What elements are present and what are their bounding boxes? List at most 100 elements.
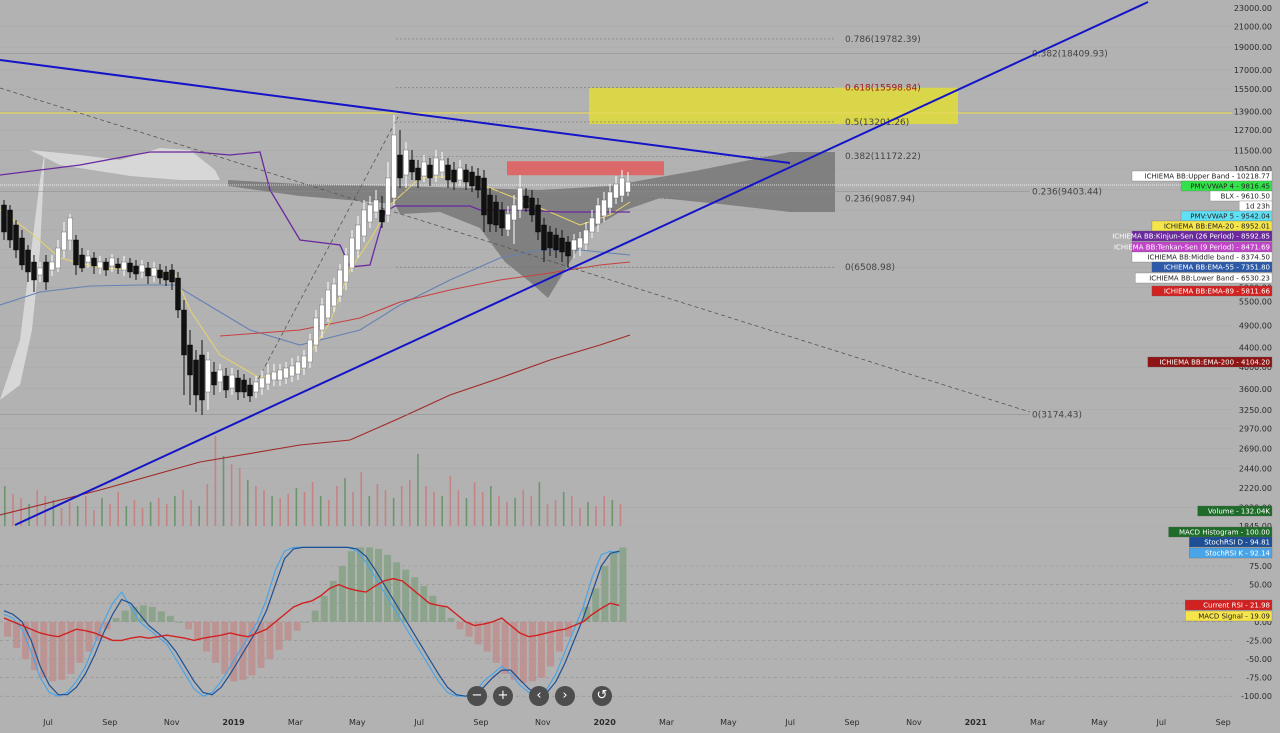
ema-200-line [0,334,631,516]
candle-body [271,371,277,381]
scroll-left-button[interactable]: ‹ [529,686,549,706]
candle-body [577,237,583,249]
volume-bar [182,490,184,526]
candle-body [253,381,259,393]
price-tick-label: 3600.00 [1239,385,1272,394]
macd-histogram-bar [13,621,21,648]
price-tick-label: 13900.00 [1234,107,1272,116]
volume-bar [465,498,468,526]
price-label-text: MACD Signal - 19.09 [1198,613,1270,621]
candle-body [583,229,589,245]
zoom-out-button[interactable]: − [467,686,487,706]
volume-bar [109,504,111,526]
candle [577,232,583,256]
price-label-box [1147,356,1273,368]
candle-body [193,359,199,396]
reset-chart-button[interactable]: ↺ [592,686,612,706]
volume-bar [255,486,257,526]
candle-body [415,167,421,181]
price-label-box [1189,536,1273,548]
time-axis[interactable]: Jul Sep Nov 2019 Mar May Jul Sep Nov 2020 Mar May Ju… [42,718,1231,727]
candle-body [97,261,103,269]
candle-body [325,289,331,319]
candle-body [145,267,151,277]
candle [457,160,463,186]
price-tick-label: 4000.00 [1239,363,1272,372]
macd-histogram-bar [465,621,473,637]
price-label: ICHIEMA BB:Kinjun-Sen (26 Period) - 8592… [1112,230,1273,242]
volume-bar [214,436,217,526]
volume-bars [4,436,622,526]
trendlines[interactable] [0,1,1149,526]
candle [283,362,289,384]
volume-bar [271,496,273,526]
price-label: ICHIEMA BB:EMA-200 - 4104.20 [1147,356,1273,368]
price-label: Volume - 132.04K [1197,505,1273,517]
price-label: BLX - 9610.50 [1209,190,1273,202]
scroll-right-button[interactable]: › [555,686,575,706]
macd-histogram-bar [266,621,274,659]
candle [265,364,271,390]
candles[interactable] [1,115,631,415]
candle [523,188,529,212]
price-tick-label: 2220.00 [1239,484,1272,493]
price-label-text: MACD Histogram - 100.00 [1179,529,1270,537]
price-label-box [1185,599,1273,611]
candle-body [301,355,307,369]
candle [7,205,13,248]
price-label-text: Volume - 132.04K [1208,508,1271,516]
price-label-text: ICHIEMA BB:Middle band - 8374.50 [1147,254,1270,262]
macd-histogram-bar [592,588,600,622]
volume-bar [417,454,419,526]
price-tick-label: 12700.00 [1234,126,1272,135]
candle [367,196,373,228]
candle [511,195,517,244]
candle-body [499,209,505,229]
candle-body [397,154,403,179]
candle-body [523,195,529,209]
candle-body [307,339,313,363]
price-label-text: PMV:VWAP 5 - 9542.04 [1190,213,1270,221]
candle-body [1,204,7,233]
macd-histogram-bar [601,566,609,622]
candle-body [367,204,373,223]
candle [67,214,73,250]
candle [109,254,115,272]
candle [85,250,91,268]
time-tick-label: Nov [535,718,551,727]
macd-histogram-bar [456,621,464,630]
zoom-in-button[interactable]: + [493,686,513,706]
volume-bar [303,492,306,526]
candle [229,368,235,395]
volume-bar [409,480,411,526]
price-label: ICHIEMA BB:EMA-20 - 8952.01 [1151,220,1273,232]
ema-55-line [0,249,631,346]
candle [127,258,133,278]
price-tick-label: 17000.00 [1234,66,1272,75]
candle-body [127,262,133,273]
volume-bar [498,496,500,526]
volume-bar [263,490,265,526]
candle-body [343,254,349,283]
volume-bar [376,484,379,526]
price-tick-label: 5500.00 [1239,298,1272,307]
volume-bar [101,498,103,526]
time-tick-label: 2020 [594,718,617,727]
fib-upper-label: 0.618(15598.84) [845,84,921,94]
volume-bar [247,480,249,526]
indicator-tick-label: -25.00 [1246,636,1272,645]
candle-body [163,271,169,281]
price-label: StochRSI D - 94.81 [1189,536,1273,548]
macd-histogram-bar [112,618,120,622]
macd-histogram-bar [139,605,147,622]
macd-histogram-bar [619,547,627,622]
macd-histogram-bar [203,621,211,652]
indicator-tick-label: 0.00 [1254,618,1272,627]
candle [55,240,61,272]
candle-body [619,177,625,197]
macd-histogram-bar [356,547,364,622]
indicator-axis[interactable]: 75.0050.0025.000.00-25.00-50.00-75.00-10… [1241,562,1272,701]
price-tick-label: 4400.00 [1239,344,1272,353]
